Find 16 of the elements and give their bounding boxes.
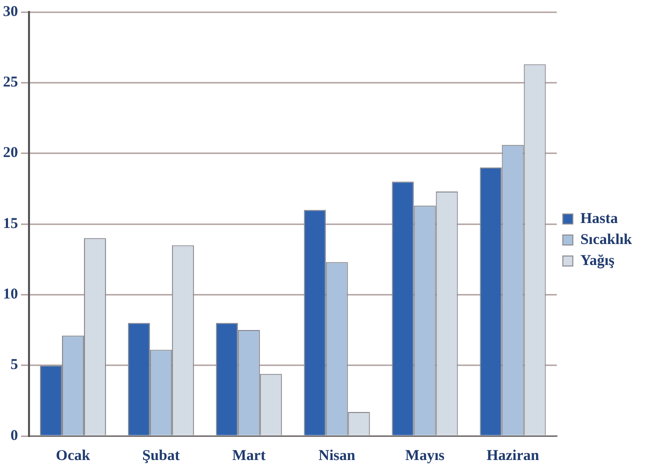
legend-label: Yağış: [580, 252, 615, 269]
legend-label: Hasta: [580, 210, 618, 227]
y-tick-label: 10: [3, 286, 18, 303]
y-tick-label: 20: [3, 145, 18, 162]
y-tick-label: 0: [10, 428, 18, 444]
x-tick-label: Şubat: [142, 448, 180, 464]
x-tick-label: Nisan: [318, 448, 356, 464]
legend-label: Sıcaklık: [580, 232, 633, 248]
x-tick-label: Haziran: [486, 448, 540, 464]
y-tick-label: 5: [10, 357, 18, 374]
x-tick-label: Mayıs: [405, 448, 445, 464]
y-tick-label: 15: [3, 216, 18, 232]
y-tick-label: 30: [3, 4, 18, 20]
y-tick-label: 25: [3, 74, 18, 91]
x-tick-label: Ocak: [56, 448, 91, 464]
x-tick-label: Mart: [232, 448, 266, 464]
